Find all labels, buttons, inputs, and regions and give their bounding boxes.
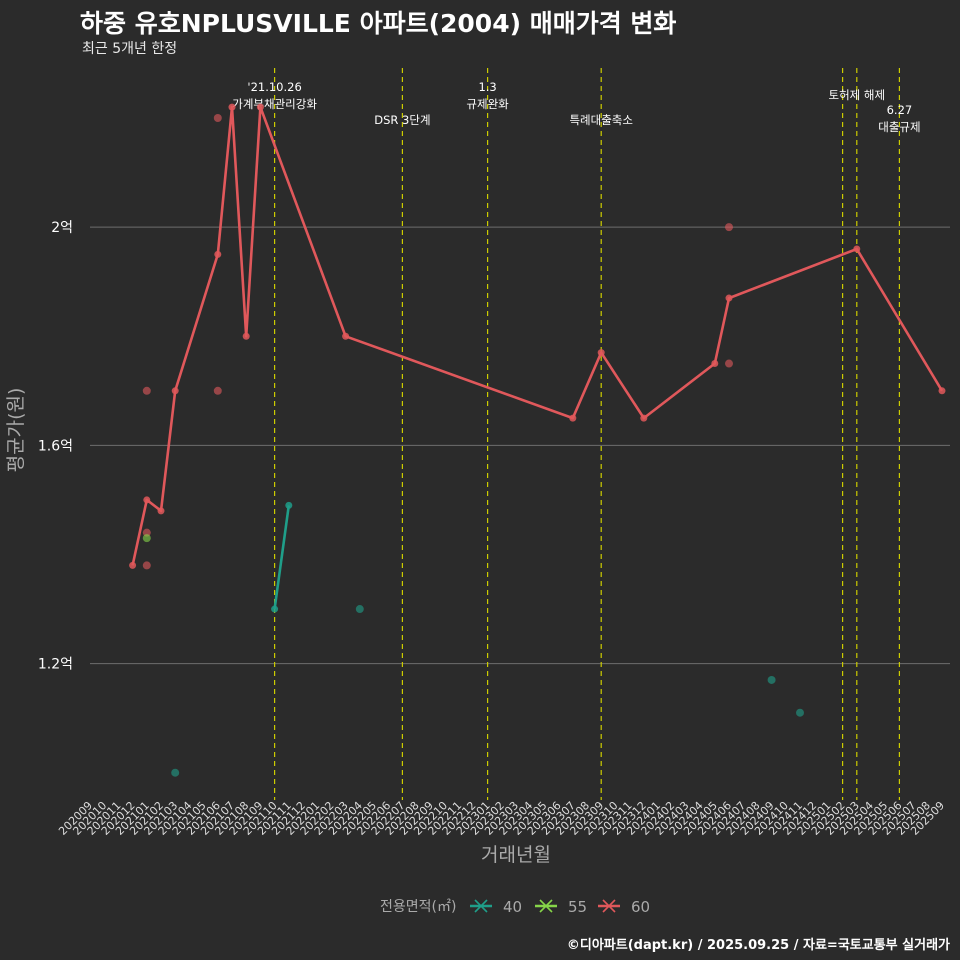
series-60-vertex — [640, 414, 648, 422]
series-60-vertex — [242, 332, 250, 340]
series-60-vertex — [569, 414, 577, 422]
series-60-vertex — [725, 294, 733, 302]
legend-label-40: 40 — [503, 898, 522, 916]
legend-label-60: 60 — [631, 898, 650, 916]
series-60-line — [131, 105, 944, 566]
legend-mark-55 — [539, 899, 553, 913]
series-40-line — [273, 505, 291, 610]
series-60-vertex — [157, 507, 165, 515]
series-40-point — [796, 708, 804, 717]
series-60-vertex — [171, 387, 179, 395]
legend-label-55: 55 — [568, 898, 587, 916]
chart-subtitle: 최근 5개년 한정 — [82, 41, 178, 57]
series-60-point — [213, 114, 222, 123]
series-60-vertex — [143, 496, 151, 504]
chart-title: 하중 유호NPLUSVILLE 아파트(2004) 매매가격 변화 — [80, 9, 677, 38]
series-60-vertex — [853, 245, 861, 253]
y-tick-label: 1.2억 — [38, 657, 73, 673]
event-label: DSR 3단계 — [374, 113, 430, 127]
legend-mark-40 — [474, 899, 488, 913]
source-caption: ©디아파트(dapt.kr) / 2025.09.25 / 자료=국토교통부 실… — [566, 938, 950, 953]
event-label: 규제완화 — [466, 97, 509, 111]
series-60-vertex — [342, 332, 350, 340]
series-60-point — [142, 561, 151, 570]
event-label: 토허제 해제 — [829, 88, 886, 102]
series-60-point — [142, 386, 151, 395]
series-60-point — [725, 359, 733, 368]
series-60-vertex — [597, 349, 605, 357]
series-60-vertex — [214, 250, 222, 258]
y-tick-label: 2억 — [51, 220, 73, 236]
series-55-point — [142, 534, 151, 543]
event-label: 가계부채관리강화 — [232, 97, 317, 111]
y-axis-title: 평균가(원) — [5, 388, 27, 473]
series-60-point — [213, 386, 222, 395]
series-60-vertex — [938, 387, 946, 395]
event-label: '21.10.26 — [247, 80, 301, 94]
event-label: 6.27 — [887, 103, 913, 117]
series-60-vertex — [129, 561, 137, 569]
series-60-point — [725, 223, 733, 232]
series-60-vertex — [228, 103, 236, 111]
event-label: 대출규제 — [878, 120, 920, 134]
event-label: 1.3 — [478, 80, 496, 94]
series-40-point — [355, 605, 364, 614]
series-60-vertex — [256, 103, 264, 111]
series-40-vertex — [285, 501, 293, 509]
x-axis-title: 거래년월 — [481, 844, 551, 866]
event-label: 특례대출축소 — [569, 113, 632, 127]
series-40-point — [767, 675, 776, 684]
series-40-point — [171, 768, 180, 777]
legend-mark-60 — [602, 899, 616, 913]
legend-title: 전용면적(㎡) — [380, 899, 456, 915]
series-40-vertex — [271, 605, 279, 613]
series-60-vertex — [711, 360, 719, 368]
y-tick-label: 1.6억 — [38, 438, 73, 454]
